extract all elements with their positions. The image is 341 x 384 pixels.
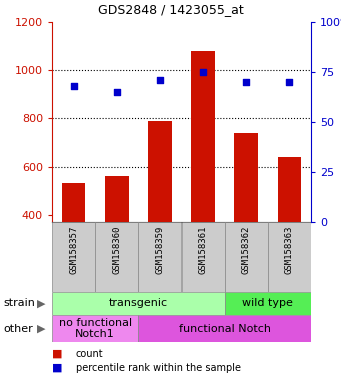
Bar (52, 292, 225, 315)
Bar (62, 184, 86, 222)
Text: GSM158360: GSM158360 (112, 225, 121, 274)
Text: ▶: ▶ (37, 323, 45, 333)
Text: GSM158359: GSM158359 (155, 225, 164, 274)
Bar (95, 222, 138, 292)
Bar (278, 157, 301, 222)
Text: GSM158357: GSM158357 (69, 225, 78, 274)
Point (287, 79, 292, 85)
Text: strain: strain (3, 298, 35, 308)
Bar (234, 133, 258, 222)
Bar (52, 315, 138, 342)
Text: ■: ■ (52, 363, 62, 373)
Text: wild type: wild type (242, 298, 293, 308)
Point (157, 77, 163, 83)
Text: other: other (3, 323, 33, 333)
Bar (105, 176, 129, 222)
Point (201, 69, 206, 75)
Bar (138, 222, 181, 292)
Bar (148, 121, 172, 222)
Text: count: count (76, 349, 104, 359)
Bar (191, 51, 215, 222)
Text: GDS2848 / 1423055_at: GDS2848 / 1423055_at (98, 3, 243, 17)
Text: ■: ■ (52, 349, 62, 359)
Text: no functional
Notch1: no functional Notch1 (59, 318, 132, 339)
Point (114, 89, 119, 95)
Bar (52, 222, 95, 292)
Text: transgenic: transgenic (109, 298, 168, 308)
Text: GSM158362: GSM158362 (242, 225, 251, 274)
Bar (225, 292, 311, 315)
Text: ▶: ▶ (37, 298, 45, 308)
Text: percentile rank within the sample: percentile rank within the sample (76, 363, 241, 373)
Bar (225, 222, 268, 292)
Point (243, 79, 249, 85)
Bar (268, 222, 311, 292)
Bar (181, 222, 225, 292)
Bar (138, 315, 311, 342)
Text: GSM158363: GSM158363 (285, 225, 294, 274)
Text: GSM158361: GSM158361 (198, 225, 208, 274)
Text: functional Notch: functional Notch (179, 323, 271, 333)
Point (71, 83, 76, 89)
